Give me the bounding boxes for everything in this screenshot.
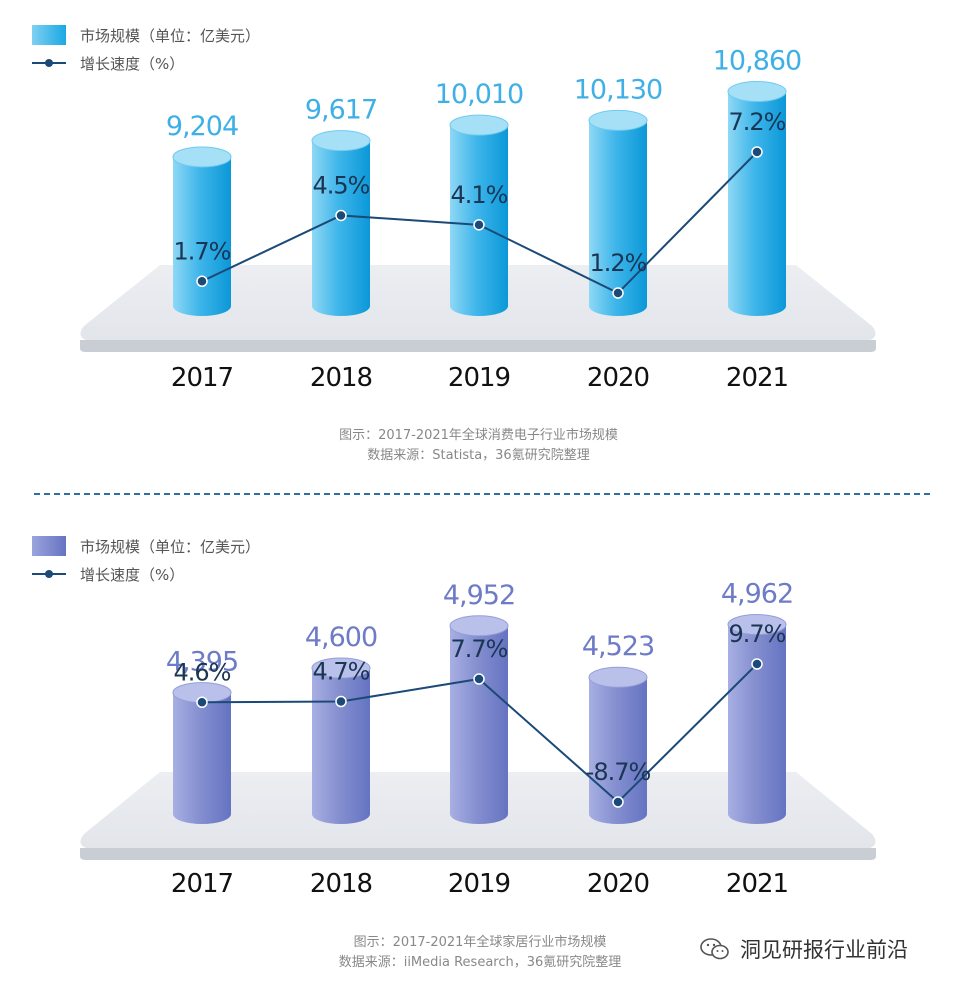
caption-bottom: 图示：2017-2021年全球家居行业市场规模 数据来源：iiMedia Res… (170, 933, 790, 973)
tick-label-x: 2017 (171, 869, 233, 899)
legend-label-bar: 市场规模（单位：亿美元） (80, 537, 261, 556)
platform-edge (80, 848, 876, 860)
bar-2017 (172, 682, 232, 824)
bar-2018 (311, 130, 371, 316)
bar-body (728, 624, 786, 824)
growth-point (196, 275, 208, 287)
growth-point (751, 146, 763, 158)
bar-body (173, 692, 231, 824)
legend-item-bar: 市场规模（单位：亿美元） (32, 535, 260, 557)
bar-2017 (172, 146, 232, 316)
caption-source-top: 数据来源：Statista，36氪研究院整理 (367, 448, 590, 463)
legend-top: 市场规模（单位：亿美元） 增长速度（%） (32, 24, 260, 80)
caption-title-top: 图示：2017-2021年全球消费电子行业市场规模 (339, 428, 618, 443)
tick-label-x: 2021 (726, 869, 788, 899)
legend-swatch-line (32, 564, 66, 584)
bar-cap (311, 130, 371, 152)
data-label-growth: -8.7% (586, 758, 651, 786)
bar-cap (449, 114, 509, 136)
data-label-value: 4,952 (443, 580, 515, 611)
section-divider (34, 493, 930, 495)
growth-point (335, 695, 347, 708)
caption-title-bottom: 图示：2017-2021年全球家居行业市场规模 (353, 935, 607, 950)
bar-body (312, 140, 370, 316)
bar-cap (449, 615, 509, 637)
bar-cap (727, 81, 787, 103)
legend-item-line: 增长速度（%） (32, 563, 260, 585)
platform-edge (80, 340, 876, 352)
bar-2019 (449, 615, 509, 824)
bar-body (728, 91, 786, 316)
data-label-growth: 1.2% (590, 249, 647, 277)
bar-cap (588, 109, 648, 131)
bar-2019 (449, 114, 509, 316)
data-label-value: 4,395 (166, 647, 238, 678)
legend-item-bar: 市场规模（单位：亿美元） (32, 24, 260, 46)
chart-home-furnishing: 4,395 4,600 4,952 4,523 4,962 4.6% 4.7% 7.7% -8.… (80, 579, 876, 899)
data-label-growth: 7.7% (451, 635, 508, 663)
tick-label-x: 2019 (448, 363, 510, 393)
watermark-text: 洞见研报行业前沿 (740, 938, 908, 962)
bar-body (589, 120, 647, 317)
bar-body (450, 625, 508, 824)
data-label-value: 4,962 (721, 579, 793, 610)
growth-point (335, 209, 347, 222)
growth-point (196, 696, 208, 708)
watermark: 洞见研报行业前沿 (700, 934, 908, 964)
bar-body (312, 668, 370, 824)
bar-cap (727, 614, 787, 636)
tick-label-x: 2018 (310, 363, 372, 393)
bar-cap (172, 146, 232, 168)
legend-swatch-bar (32, 536, 66, 556)
data-label-growth: 4.1% (451, 181, 508, 209)
data-label-growth: 4.6% (174, 658, 231, 686)
tick-label-x: 2021 (726, 363, 788, 393)
growth-point (612, 287, 624, 299)
data-label-growth: 1.7% (174, 237, 231, 265)
chart-consumer-electronics: 9,204 9,617 10,010 10,130 10,860 1.7% 4.5% 4.1%… (80, 46, 876, 393)
legend-label-line: 增长速度（%） (80, 54, 185, 73)
tick-label-x: 2018 (310, 869, 372, 899)
tick-label-x: 2017 (171, 363, 233, 393)
growth-point (612, 796, 624, 808)
legend-swatch-line (32, 53, 66, 73)
data-label-growth: 4.7% (313, 658, 370, 686)
tick-label-x: 2020 (587, 869, 649, 899)
data-label-value: 4,523 (582, 631, 654, 662)
growth-point (473, 673, 485, 685)
bar-cap (311, 657, 371, 679)
data-label-value: 10,010 (435, 79, 523, 110)
bar-body (173, 156, 231, 316)
growth-point (473, 219, 485, 231)
bar-2020 (588, 109, 648, 317)
data-label-growth: 7.2% (729, 108, 786, 136)
wechat-icon (700, 938, 729, 960)
bar-2021 (727, 614, 787, 824)
bar-2018 (311, 657, 371, 824)
bar-cap (588, 666, 648, 688)
legend-swatch-bar (32, 25, 66, 45)
growth-point (751, 658, 763, 670)
data-label-value: 10,130 (574, 74, 662, 105)
data-label-growth: 4.5% (313, 171, 370, 199)
tick-label-x: 2019 (448, 869, 510, 899)
data-label-value: 9,617 (305, 95, 377, 126)
tick-label-x: 2020 (587, 363, 649, 393)
legend-label-line: 增长速度（%） (80, 565, 185, 584)
data-label-growth: 9.7% (729, 620, 786, 648)
caption-source-bottom: 数据来源：iiMedia Research，36氪研究院整理 (338, 955, 622, 970)
bar-2021 (727, 81, 787, 316)
data-label-value: 4,600 (305, 622, 377, 653)
caption-top: 图示：2017-2021年全球消费电子行业市场规模 数据来源：Statista，… (0, 426, 957, 466)
legend-item-line: 增长速度（%） (32, 52, 260, 74)
data-label-value: 10,860 (713, 46, 801, 77)
legend-label-bar: 市场规模（单位：亿美元） (80, 26, 261, 45)
data-label-value: 9,204 (166, 111, 238, 142)
legend-bottom: 市场规模（单位：亿美元） 增长速度（%） (32, 535, 260, 591)
